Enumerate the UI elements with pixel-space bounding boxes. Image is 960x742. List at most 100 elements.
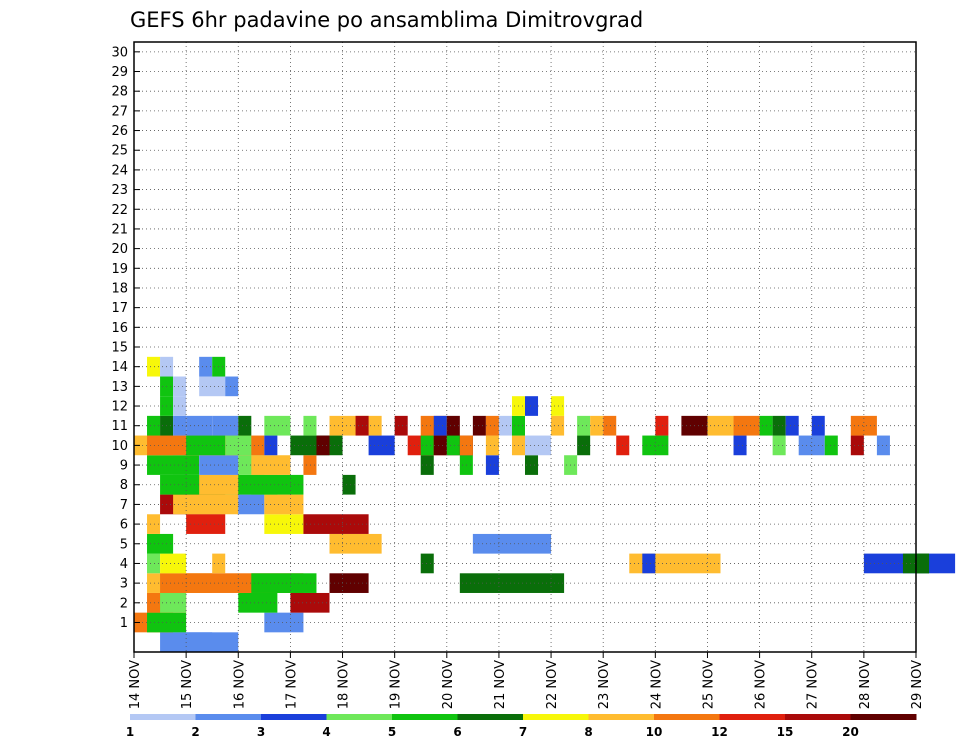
colorbar-label: 12 [711,725,728,739]
y-tick-label: 4 [120,557,128,572]
y-tick-label: 28 [111,85,128,100]
heatmap-cell [850,415,877,436]
heatmap-cell [186,435,226,456]
heatmap-cell [329,573,369,593]
x-tick-label: 29 NOV [910,660,925,709]
heatmap-cell [238,415,252,436]
heatmap-cell [147,415,161,436]
heatmap-cell [212,415,239,436]
colorbar-swatch [588,714,655,720]
colorbar: 1 2 3 4 5 6 7 8 10 12 15 20 [126,714,917,739]
y-tick-label: 29 [111,65,128,80]
heatmap-cell [916,553,930,574]
heatmap-cell [199,376,226,397]
heatmap-cell [525,396,539,416]
x-tick-label: 21 NOV [493,660,508,709]
heatmap-cell [824,435,838,456]
y-tick-label: 14 [111,360,128,375]
heatmap-cell [264,415,291,436]
grid-lines [134,42,916,652]
x-axis-ticks: 14 NOV 15 NOV 16 NOV 17 NOV 18 NOV 19 NOV 20 N… [128,652,925,709]
y-tick-label: 1 [120,616,128,631]
heatmap-cell [147,514,161,534]
y-axis-ticks: 1234567891011121314151617181920212223242… [111,45,140,631]
x-tick-label: 19 NOV [389,660,404,709]
heatmap-cell [199,356,213,377]
heatmap-cell [173,376,187,397]
heatmap-cell [446,435,460,456]
colorbar-swatch [326,714,393,720]
heatmap-cell [303,415,317,436]
heatmap-cell [238,592,278,613]
x-tick-label: 28 NOV [858,660,873,709]
heatmap-cell [173,474,187,495]
heatmap-cell [485,455,499,475]
y-tick-label: 26 [111,124,128,139]
heatmap-cell [459,573,565,593]
heatmap-cell [342,474,356,495]
y-tick-label: 22 [111,203,128,218]
x-tick-label: 22 NOV [545,660,560,709]
heatmap-cell [147,455,200,475]
y-tick-label: 3 [120,577,128,592]
colorbar-label: 15 [777,725,794,739]
heatmap-cell [420,435,434,456]
y-tick-label: 8 [120,478,128,493]
colorbar-label: 10 [646,725,663,739]
x-tick-label: 20 NOV [441,660,456,709]
heatmap-cell [876,435,890,456]
heatmap-cell [577,435,591,456]
heatmap-cell [642,435,669,456]
heatmap-cell [785,415,799,436]
colorbar-swatch [523,714,589,720]
y-tick-label: 11 [111,419,128,434]
colorbar-swatch [850,714,917,720]
heatmap-cell [329,415,382,436]
heatmap-cell [225,376,239,397]
heatmap-cell [798,435,825,456]
x-tick-label: 27 NOV [806,660,821,709]
y-tick-label: 17 [111,301,128,316]
y-tick-label: 25 [111,144,128,159]
heatmap-cell [446,415,460,436]
colorbar-label: 7 [519,725,527,739]
y-tick-label: 30 [111,45,128,60]
heatmap-cell [485,415,499,436]
heatmap-cell [420,455,434,475]
x-tick-label: 14 NOV [128,660,143,709]
heatmap-cell [173,415,187,436]
y-tick-label: 12 [111,400,128,415]
y-tick-label: 19 [111,262,128,277]
colorbar-label: 2 [191,725,199,739]
heatmap-cell [577,415,591,436]
heatmap-cell [603,415,617,436]
y-tick-label: 24 [111,163,128,178]
heatmap-cell [329,533,382,554]
heatmap-cell [303,455,317,475]
colorbar-swatch [457,714,524,720]
y-tick-label: 16 [111,321,128,336]
heatmap-cell [655,415,669,436]
colorbar-swatch [785,714,851,720]
heatmap-cell [707,415,734,436]
y-tick-label: 5 [120,537,128,552]
colorbar-label: 5 [388,725,396,739]
x-tick-label: 25 NOV [701,660,716,709]
y-tick-label: 10 [111,439,128,454]
x-tick-label: 23 NOV [597,660,612,709]
x-tick-label: 24 NOV [649,660,664,709]
heatmap-cell [772,435,786,456]
y-tick-label: 7 [120,498,128,513]
heatmap-cell [368,435,395,456]
heatmap-cell [472,415,486,436]
heatmap-cell [173,396,187,416]
heatmap-cell [733,435,747,456]
heatmap-cell [850,435,864,456]
heatmap-cell [173,494,239,515]
x-tick-label: 17 NOV [284,660,299,709]
colorbar-label: 20 [842,725,859,739]
heatmap-cell [147,533,174,554]
heatmap-cell [186,415,213,436]
y-tick-label: 18 [111,281,128,296]
y-tick-label: 21 [111,222,128,237]
